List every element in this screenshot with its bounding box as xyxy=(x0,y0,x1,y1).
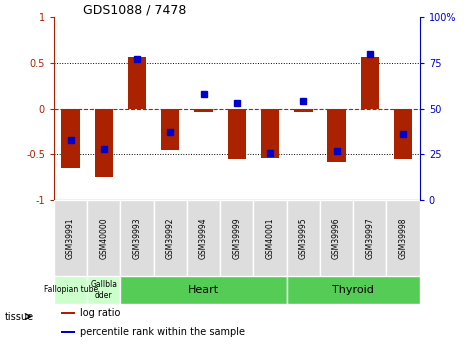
Text: GSM40001: GSM40001 xyxy=(265,217,275,259)
FancyBboxPatch shape xyxy=(87,200,121,276)
Text: GDS1088 / 7478: GDS1088 / 7478 xyxy=(83,3,187,16)
FancyBboxPatch shape xyxy=(386,200,420,276)
FancyBboxPatch shape xyxy=(287,276,420,304)
FancyBboxPatch shape xyxy=(220,200,253,276)
Text: GSM39993: GSM39993 xyxy=(133,217,142,259)
Text: Thyroid: Thyroid xyxy=(333,285,374,295)
FancyBboxPatch shape xyxy=(353,200,386,276)
Text: GSM39997: GSM39997 xyxy=(365,217,374,259)
FancyBboxPatch shape xyxy=(320,200,353,276)
Bar xyxy=(95,109,113,177)
FancyBboxPatch shape xyxy=(54,200,87,276)
Bar xyxy=(327,109,346,162)
Bar xyxy=(361,57,379,109)
Text: Gallbla
dder: Gallbla dder xyxy=(91,280,117,299)
Text: percentile rank within the sample: percentile rank within the sample xyxy=(80,327,245,337)
Text: Fallopian tube: Fallopian tube xyxy=(44,285,98,294)
Bar xyxy=(227,109,246,159)
Text: tissue: tissue xyxy=(5,312,34,322)
Text: GSM39995: GSM39995 xyxy=(299,217,308,259)
Bar xyxy=(61,331,75,333)
Text: log ratio: log ratio xyxy=(80,308,120,318)
Text: Heart: Heart xyxy=(188,285,219,295)
Bar xyxy=(294,109,312,112)
FancyBboxPatch shape xyxy=(121,200,154,276)
Bar xyxy=(161,109,180,150)
Bar xyxy=(61,312,75,314)
FancyBboxPatch shape xyxy=(287,200,320,276)
FancyBboxPatch shape xyxy=(87,276,121,304)
Text: GSM39992: GSM39992 xyxy=(166,217,175,259)
Bar xyxy=(261,109,279,158)
FancyBboxPatch shape xyxy=(154,200,187,276)
Text: GSM39991: GSM39991 xyxy=(66,217,75,259)
FancyBboxPatch shape xyxy=(121,276,287,304)
FancyBboxPatch shape xyxy=(187,200,220,276)
Text: GSM39996: GSM39996 xyxy=(332,217,341,259)
Text: GSM40000: GSM40000 xyxy=(99,217,108,259)
Bar xyxy=(61,109,80,168)
Text: GSM39999: GSM39999 xyxy=(232,217,242,259)
Bar xyxy=(195,109,213,112)
FancyBboxPatch shape xyxy=(253,200,287,276)
Bar xyxy=(128,57,146,109)
Bar xyxy=(394,109,412,159)
Text: GSM39994: GSM39994 xyxy=(199,217,208,259)
Text: GSM39998: GSM39998 xyxy=(399,217,408,259)
FancyBboxPatch shape xyxy=(54,276,87,304)
